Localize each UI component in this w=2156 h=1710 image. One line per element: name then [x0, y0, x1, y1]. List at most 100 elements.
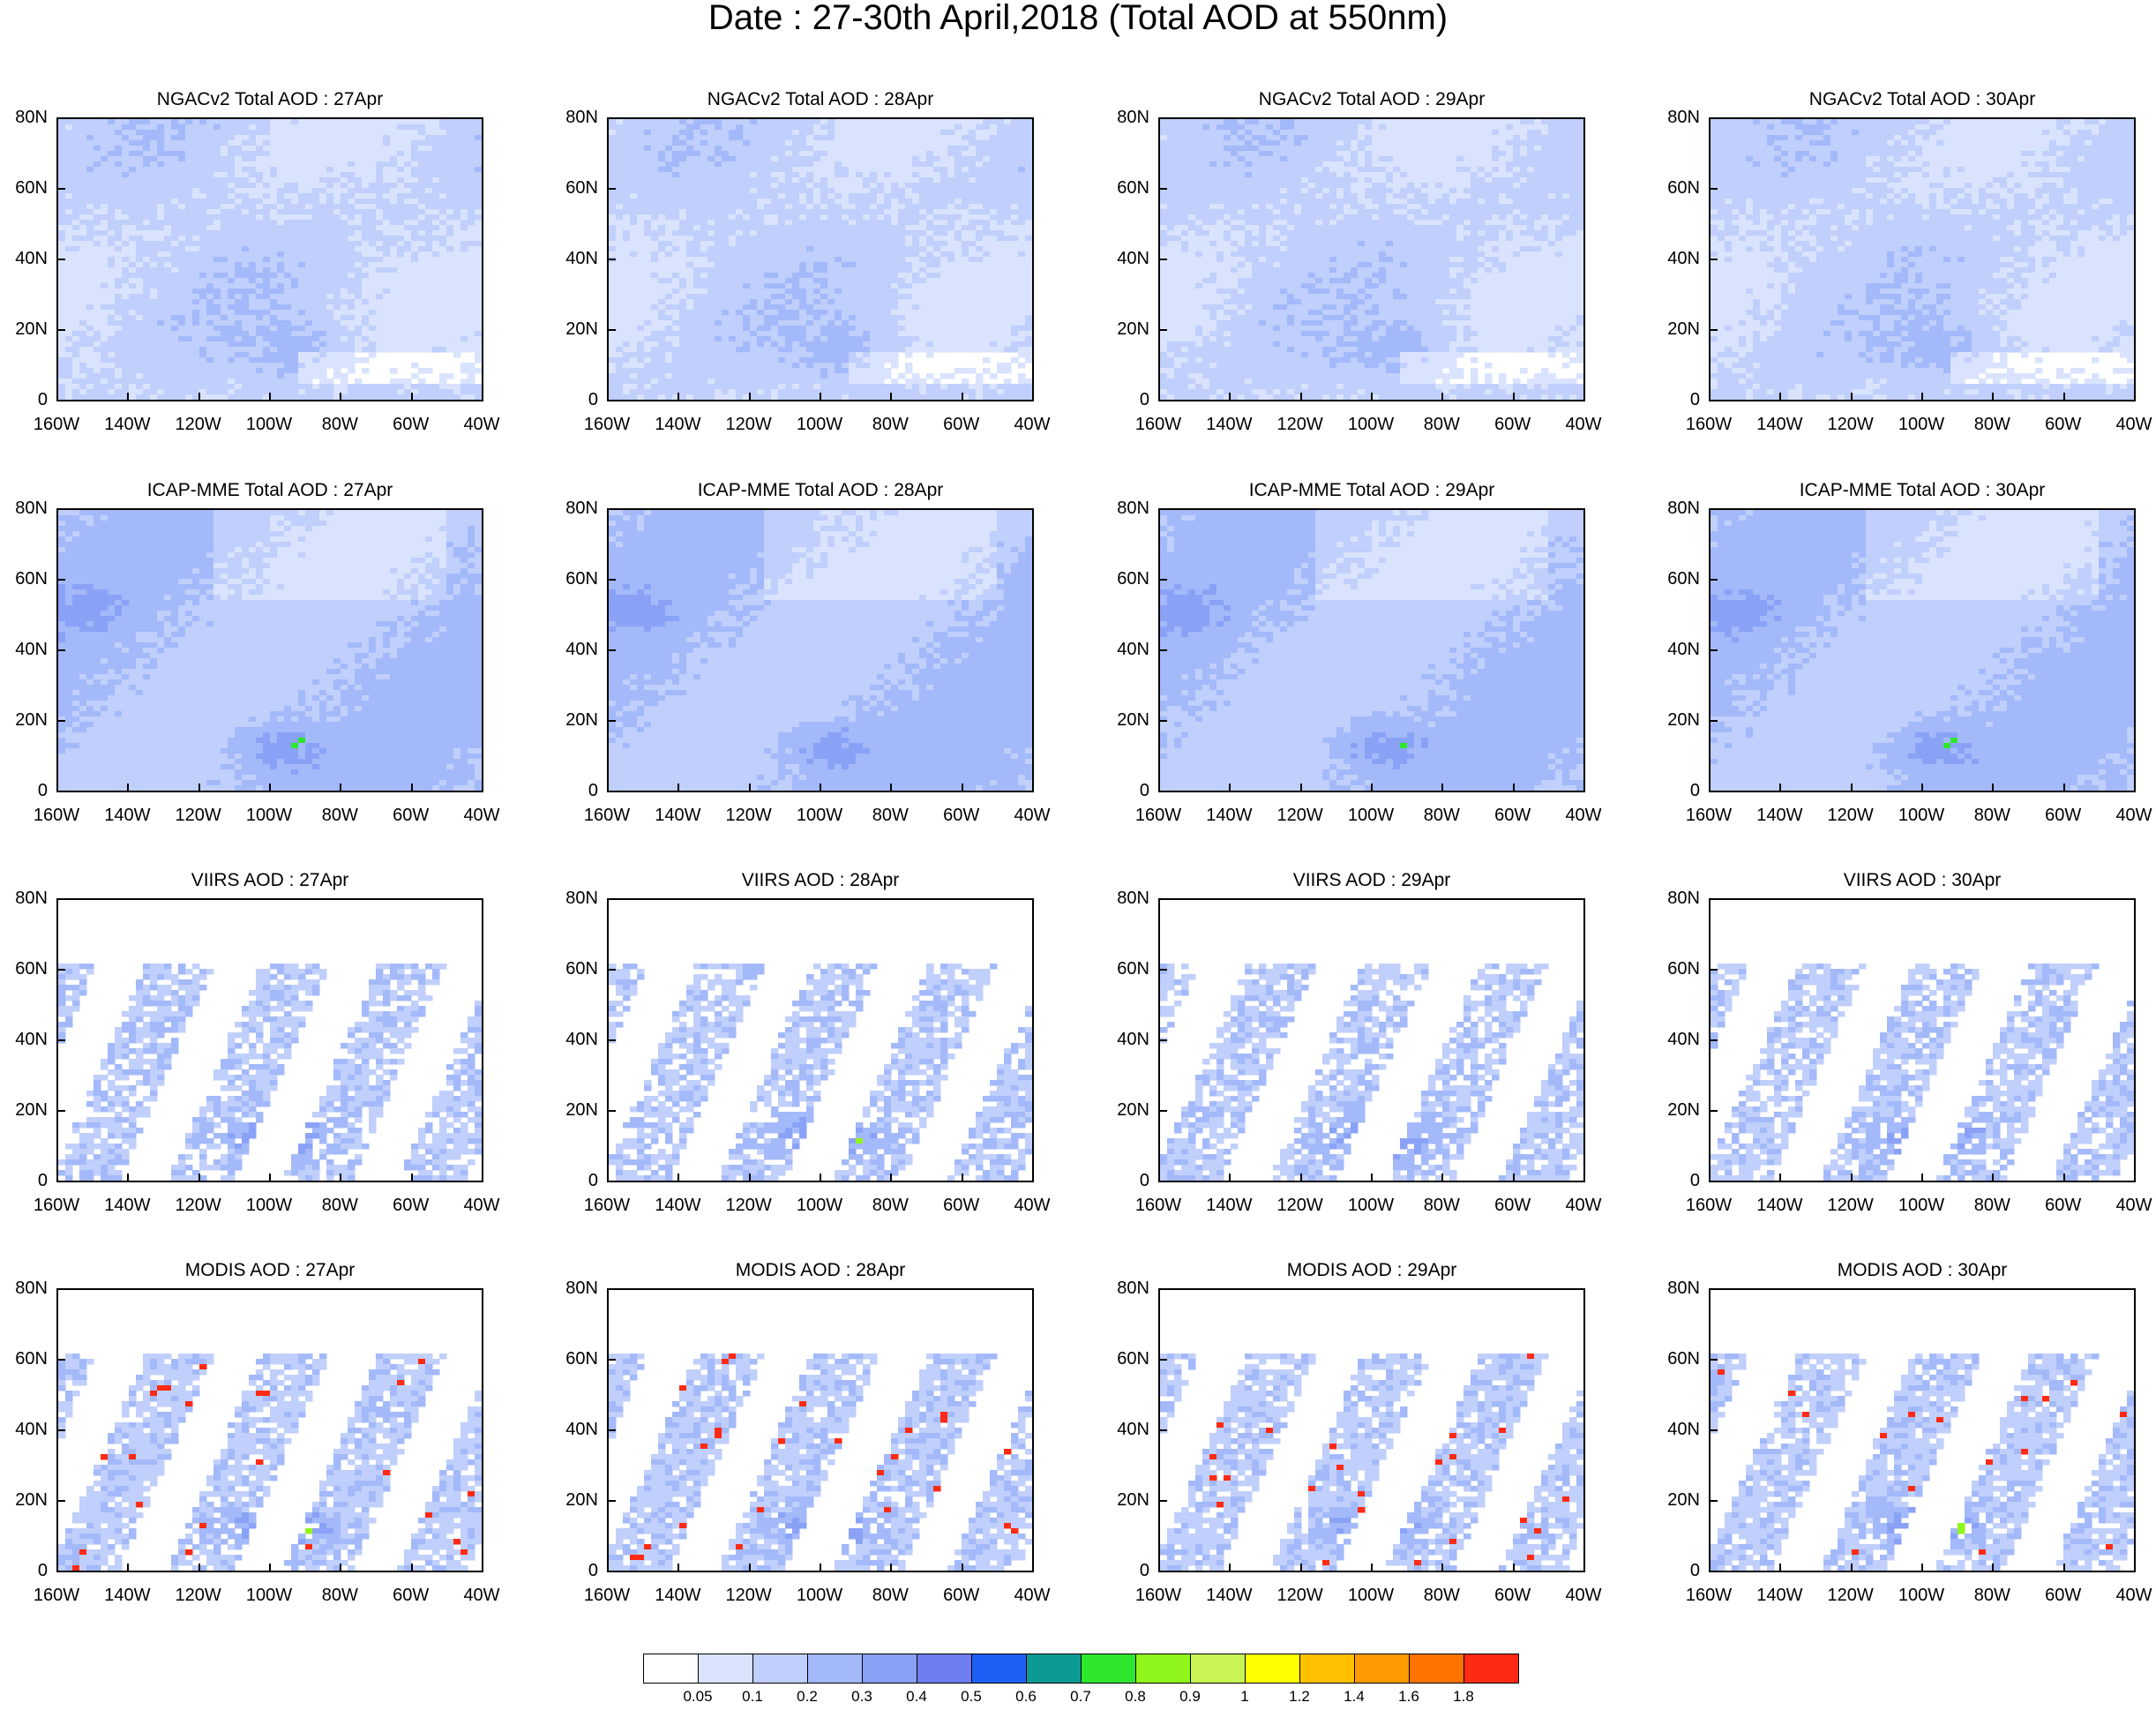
aod-cell	[990, 241, 998, 247]
aod-cell	[249, 204, 257, 210]
aod-cell	[884, 199, 892, 205]
aod-cell	[1018, 230, 1026, 236]
aod-cell	[609, 183, 617, 189]
aod-cell	[630, 161, 638, 168]
aod-cell	[1018, 124, 1026, 131]
aod-cell	[164, 310, 172, 316]
aod-cell	[792, 172, 800, 178]
aod-cell	[736, 214, 744, 221]
aod-cell	[616, 119, 624, 125]
aod-cell	[284, 220, 292, 226]
aod-cell	[79, 151, 87, 157]
aod-cell	[397, 389, 405, 395]
aod-cell	[369, 347, 377, 353]
aod-cell	[333, 310, 341, 316]
aod-cell	[792, 167, 800, 173]
aod-cell	[178, 299, 186, 305]
aod-cell	[94, 204, 101, 210]
aod-cell	[86, 177, 94, 184]
aod-cell	[115, 331, 123, 337]
aod-cell	[164, 209, 172, 215]
aod-cell	[65, 151, 73, 157]
aod-cell	[813, 225, 821, 231]
aod-cell	[319, 146, 327, 152]
aod-cell	[432, 283, 440, 289]
aod-cell	[820, 177, 828, 184]
aod-cell	[333, 241, 341, 247]
aod-cell	[976, 199, 984, 205]
aod-cell	[743, 124, 751, 131]
aod-cell	[185, 310, 193, 316]
aod-cell	[898, 146, 906, 152]
aod-cell	[729, 199, 737, 205]
aod-cell	[383, 289, 391, 295]
aod-cell	[693, 146, 701, 152]
aod-cell	[235, 214, 243, 221]
aod-cell	[72, 341, 80, 348]
aod-cell	[482, 146, 483, 152]
aod-cell	[630, 151, 638, 157]
aod-cell	[954, 188, 962, 194]
aod-cell	[341, 379, 348, 385]
aod-cell	[962, 193, 969, 199]
aod-cell	[411, 251, 419, 258]
aod-cell	[221, 193, 228, 199]
aod-cell	[58, 135, 66, 141]
aod-cell	[326, 161, 334, 168]
aod-cell	[86, 124, 94, 131]
aod-cell	[764, 183, 772, 189]
aod-cell	[143, 363, 151, 369]
aod-cell	[129, 220, 137, 226]
aod-cell	[940, 199, 948, 205]
aod-cell	[468, 236, 475, 242]
aod-cell	[277, 204, 285, 210]
aod-cell	[799, 209, 807, 215]
aod-cell	[206, 257, 214, 263]
aod-cell	[665, 119, 673, 125]
aod-cell	[333, 273, 341, 279]
aod-cell	[1004, 124, 1012, 131]
aod-cell	[736, 177, 744, 184]
aod-cell	[171, 225, 179, 231]
aod-cell	[849, 230, 857, 236]
aod-cell	[263, 267, 271, 274]
aod-cell	[764, 230, 772, 236]
aod-cell	[178, 294, 186, 300]
aod-cell	[411, 183, 419, 189]
aod-cell	[475, 347, 482, 353]
aod-cell	[94, 119, 101, 125]
aod-cell	[750, 236, 758, 242]
aod-cell	[221, 326, 228, 332]
aod-cell	[460, 199, 468, 205]
aod-cell	[277, 183, 285, 189]
aod-cell	[376, 236, 384, 242]
aod-cell	[101, 363, 109, 369]
aod-cell	[983, 209, 991, 215]
aod-cell	[319, 193, 327, 199]
aod-cell	[933, 230, 941, 236]
aod-cell	[390, 225, 398, 231]
aod-cell	[905, 172, 913, 178]
aod-cell	[806, 140, 814, 146]
aod-cell	[178, 320, 186, 326]
aod-cell	[305, 394, 313, 400]
aod-cell	[799, 262, 807, 268]
aod-cell	[468, 220, 475, 226]
aod-cell	[221, 183, 228, 189]
aod-cell	[157, 283, 165, 289]
aod-cell	[475, 193, 482, 199]
aod-cell	[86, 347, 94, 353]
aod-cell	[79, 294, 87, 300]
aod-cell	[65, 262, 73, 268]
aod-cell	[453, 304, 461, 311]
aod-cell	[341, 225, 348, 231]
aod-cell	[86, 294, 94, 300]
aod-cell	[79, 384, 87, 390]
aod-cell	[707, 246, 715, 252]
aod-cell	[249, 230, 257, 236]
aod-cell	[362, 220, 370, 226]
aod-cell	[432, 278, 440, 284]
aod-cell	[990, 146, 998, 152]
aod-cell	[185, 151, 193, 157]
aod-cell	[136, 241, 144, 247]
